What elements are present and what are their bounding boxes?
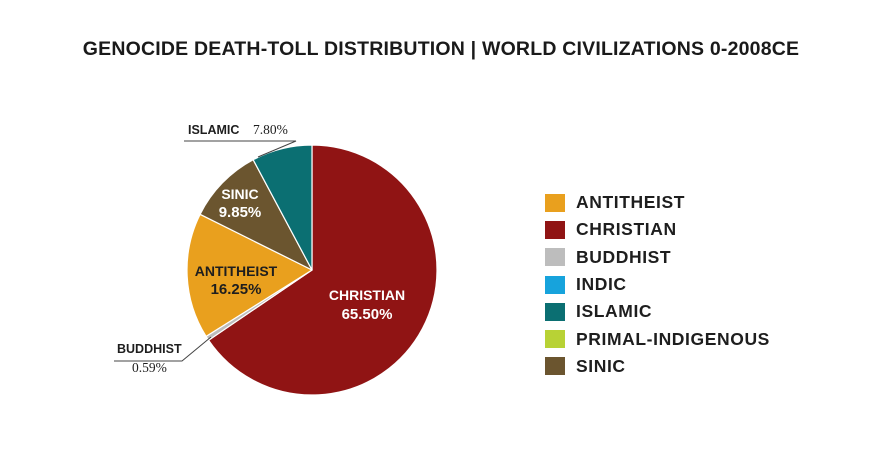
legend-item-indic: INDIC bbox=[545, 271, 770, 298]
slice-value-christian: 65.50% bbox=[342, 306, 393, 323]
legend-label: CHRISTIAN bbox=[576, 219, 677, 240]
leader-line-buddhist bbox=[114, 336, 212, 362]
legend: ANTITHEIST CHRISTIAN BUDDHIST INDIC ISLAMIC P… bbox=[545, 189, 770, 380]
pie-slices bbox=[186, 144, 438, 396]
leader-line-islamic bbox=[184, 140, 297, 158]
slice-label-antitheist: ANTITHEIST bbox=[195, 263, 278, 279]
legend-swatch bbox=[545, 357, 565, 376]
slice-islamic bbox=[252, 144, 313, 271]
legend-swatch bbox=[545, 330, 565, 349]
legend-label: SINIC bbox=[576, 355, 626, 376]
leader-lines bbox=[114, 140, 297, 362]
legend-label: INDIC bbox=[576, 274, 627, 295]
slice-value-islamic: 7.80% bbox=[253, 122, 288, 137]
slice-labels: CHRISTIAN 65.50% BUDDHIST 0.59% ANTITHEIST 16… bbox=[117, 122, 405, 375]
slice-label-buddhist: BUDDHIST bbox=[117, 342, 182, 356]
legend-label: BUDDHIST bbox=[576, 246, 672, 267]
legend-item-buddhist: BUDDHIST bbox=[545, 244, 770, 271]
legend-label: PRIMAL-INDIGENOUS bbox=[576, 328, 770, 349]
slice-value-buddhist: 0.59% bbox=[132, 360, 167, 375]
slice-label-sinic: SINIC bbox=[221, 186, 258, 202]
slice-value-sinic: 9.85% bbox=[219, 204, 262, 221]
legend-item-islamic: ISLAMIC bbox=[545, 298, 770, 325]
legend-item-primal-indigenous: PRIMAL-INDIGENOUS bbox=[545, 325, 770, 352]
chart-title: GENOCIDE DEATH-TOLL DISTRIBUTION | WORLD… bbox=[82, 38, 800, 60]
legend-swatch bbox=[545, 302, 565, 321]
legend-swatch bbox=[545, 275, 565, 294]
slice-christian bbox=[207, 144, 438, 396]
legend-swatch bbox=[545, 193, 565, 212]
slice-sinic bbox=[199, 159, 313, 271]
legend-item-christian: CHRISTIAN bbox=[545, 216, 770, 243]
legend-label: ANTITHEIST bbox=[576, 192, 686, 213]
slice-label-christian: CHRISTIAN bbox=[329, 287, 405, 303]
legend-label: ISLAMIC bbox=[576, 301, 653, 322]
legend-swatch bbox=[545, 248, 565, 267]
legend-item-sinic: SINIC bbox=[545, 353, 770, 380]
slice-antitheist bbox=[186, 213, 313, 337]
slice-value-antitheist: 16.25% bbox=[211, 281, 262, 298]
legend-swatch bbox=[545, 220, 565, 239]
slice-label-islamic: ISLAMIC bbox=[188, 123, 239, 137]
legend-item-antitheist: ANTITHEIST bbox=[545, 189, 770, 216]
